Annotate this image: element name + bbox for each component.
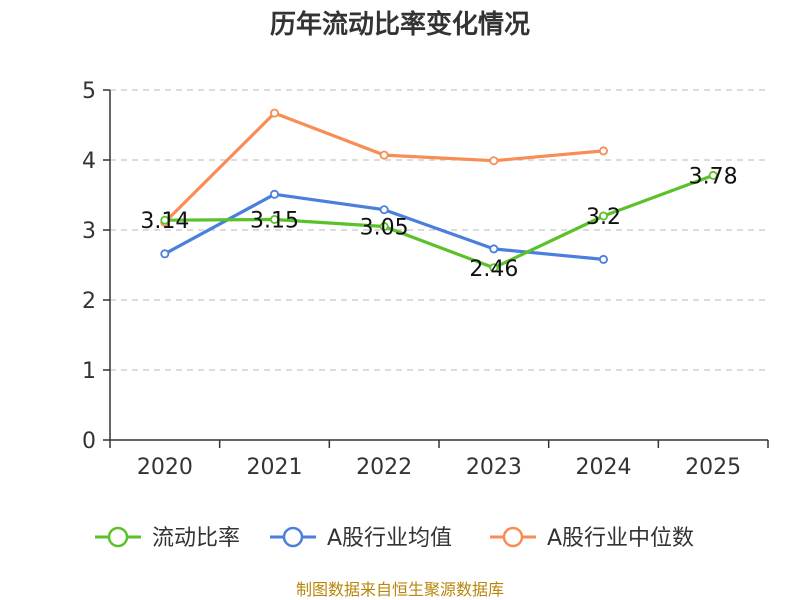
data-label: 3.2 <box>586 205 621 230</box>
legend-item-0[interactable]: 流动比率 <box>95 526 240 551</box>
y-tick-label: 1 <box>82 359 96 384</box>
data-point <box>269 214 279 224</box>
data-point <box>160 249 170 259</box>
x-tick-label: 2024 <box>576 455 632 480</box>
legend[interactable]: 流动比率 A股行业均值 A股行业中位数 <box>95 526 694 551</box>
data-point <box>160 215 170 225</box>
data-label: 2.46 <box>469 257 518 282</box>
data-point <box>599 211 609 221</box>
legend-marker <box>107 526 129 548</box>
axes: 0 1 2 3 4 5 2020 2021 2022 2023 2024 2025 <box>82 79 769 480</box>
legend-label: 流动比率 <box>152 526 240 551</box>
data-label: 3.15 <box>250 209 299 234</box>
legend-marker <box>282 526 304 548</box>
series-line-0 <box>164 173 714 270</box>
data-point <box>379 150 389 160</box>
y-tick-label: 2 <box>82 289 96 314</box>
data-point <box>708 170 718 180</box>
x-tick-label: 2025 <box>685 455 741 480</box>
data-point <box>269 189 279 199</box>
legend-marker <box>502 526 524 548</box>
data-point <box>599 146 609 156</box>
data-point <box>599 254 609 264</box>
data-point <box>379 205 389 215</box>
data-point <box>489 156 499 166</box>
x-tick-label: 2022 <box>356 455 412 480</box>
data-label: 3.78 <box>689 164 738 189</box>
data-point <box>269 108 279 118</box>
data-labels: 3.14 3.15 3.05 2.46 3.2 3.78 <box>140 164 737 281</box>
x-tick-label: 2021 <box>247 455 303 480</box>
legend-item-1[interactable]: A股行业均值 <box>270 526 452 551</box>
y-tick-label: 3 <box>82 219 96 244</box>
legend-label: A股行业均值 <box>327 526 452 551</box>
y-tick-label: 5 <box>82 79 96 104</box>
data-point <box>379 221 389 231</box>
source-note: 制图数据来自恒生聚源数据库 <box>296 580 504 599</box>
data-label: 3.14 <box>140 209 189 234</box>
legend-label: A股行业中位数 <box>547 526 694 551</box>
y-tick-label: 4 <box>82 149 96 174</box>
series-layer <box>160 108 718 273</box>
data-point <box>489 263 499 273</box>
chart-title: 历年流动比率变化情况 <box>270 9 530 40</box>
data-label: 3.05 <box>360 216 409 241</box>
x-tick-label: 2023 <box>466 455 522 480</box>
y-tick-label: 0 <box>82 429 96 454</box>
x-tick-label: 2020 <box>137 455 193 480</box>
legend-item-2[interactable]: A股行业中位数 <box>490 526 694 551</box>
data-point <box>489 244 499 254</box>
